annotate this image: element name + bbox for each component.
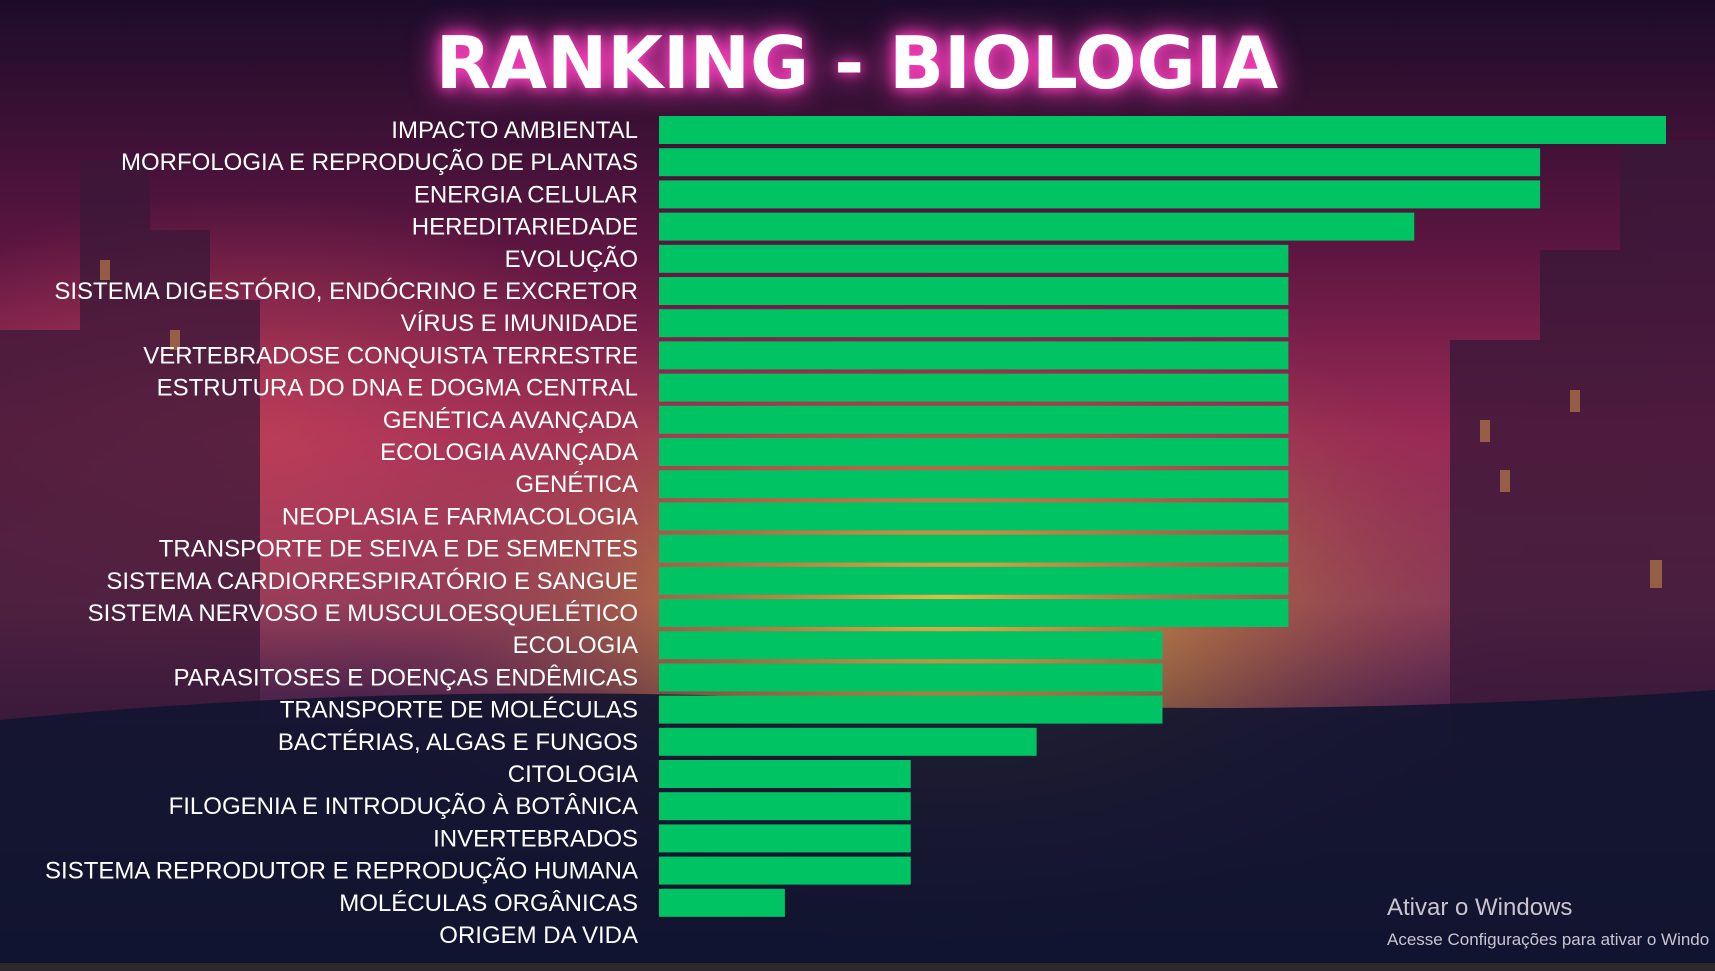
bar xyxy=(659,566,1289,595)
bar xyxy=(659,373,1289,402)
bar xyxy=(659,599,1289,627)
bottom-taskbar-strip xyxy=(0,963,1715,971)
category-label: SISTEMA CARDIORRESPIRATÓRIO E SANGUE xyxy=(106,568,638,595)
bar xyxy=(659,534,1289,563)
bar xyxy=(659,663,1163,692)
category-labels: IMPACTO AMBIENTAL MORFOLOGIA E REPRODUÇÃO… xyxy=(45,117,638,949)
category-label: TRANSPORTE DE SEIVA E DE SEMENTES xyxy=(159,536,638,563)
category-label: TRANSPORTE DE MOLÉCULAS xyxy=(280,697,638,724)
category-label: FILOGENIA E INTRODUÇÃO À BOTÂNICA xyxy=(169,793,638,820)
category-label: SISTEMA DIGESTÓRIO, ENDÓCRINO E EXCRETOR xyxy=(54,278,638,305)
watermark-subtitle: Acesse Configurações para ativar o Windo xyxy=(1387,930,1710,949)
bar xyxy=(659,116,1666,144)
category-label: HEREDITARIEDADE xyxy=(412,214,638,241)
bar xyxy=(659,244,1289,273)
category-label: ECOLOGIA AVANÇADA xyxy=(380,439,638,466)
category-label: GENÉTICA xyxy=(515,471,638,498)
category-label: ESTRUTURA DO DNA E DOGMA CENTRAL xyxy=(157,375,638,402)
category-label: NEOPLASIA E FARMACOLOGIA xyxy=(282,503,638,530)
bar xyxy=(659,438,1289,466)
category-label: MOLÉCULAS ORGÂNICAS xyxy=(339,890,638,917)
chart-title: RANKING - BIOLOGIA xyxy=(436,21,1279,105)
bar xyxy=(659,341,1289,370)
bar xyxy=(659,792,911,821)
category-label: SISTEMA REPRODUTOR E REPRODUÇÃO HUMANA xyxy=(45,858,638,885)
category-label: GENÉTICA AVANÇADA xyxy=(383,407,638,434)
bar xyxy=(659,180,1541,209)
category-label: EVOLUÇÃO xyxy=(505,246,638,273)
watermark-title: Ativar o Windows xyxy=(1387,894,1573,921)
bar xyxy=(659,824,911,853)
category-label: MORFOLOGIA E REPRODUÇÃO DE PLANTAS xyxy=(121,149,638,176)
bar xyxy=(659,277,1289,305)
bar xyxy=(659,727,1037,756)
bars-group xyxy=(659,116,1666,917)
category-label: VÍRUS E IMUNIDADE xyxy=(401,310,638,337)
windows-activation-watermark: Ativar o Windows Acesse Configurações pa… xyxy=(1387,894,1709,950)
category-label: IMPACTO AMBIENTAL xyxy=(391,117,638,144)
bar xyxy=(659,309,1289,338)
bar xyxy=(659,631,1163,660)
bar xyxy=(659,695,1163,724)
category-label: INVERTEBRADOS xyxy=(433,825,638,852)
bar xyxy=(659,888,785,917)
category-label: BACTÉRIAS, ALGAS E FUNGOS xyxy=(278,729,638,756)
category-label: ENERGIA CELULAR xyxy=(414,181,638,208)
category-label: PARASITOSES E DOENÇAS ENDÊMICAS xyxy=(173,664,638,691)
category-label: VERTEBRADOSE CONQUISTA TERRESTRE xyxy=(143,342,638,369)
category-label: ECOLOGIA xyxy=(513,632,638,659)
bar xyxy=(659,470,1289,499)
bar xyxy=(659,856,911,885)
category-label: SISTEMA NERVOSO E MUSCULOESQUELÉTICO xyxy=(88,600,638,627)
bar xyxy=(659,502,1289,531)
bar xyxy=(659,148,1541,177)
category-label: ORIGEM DA VIDA xyxy=(439,922,638,949)
bar xyxy=(659,405,1289,434)
category-label: CITOLOGIA xyxy=(508,761,638,788)
bar xyxy=(659,760,911,788)
bar xyxy=(659,212,1415,241)
